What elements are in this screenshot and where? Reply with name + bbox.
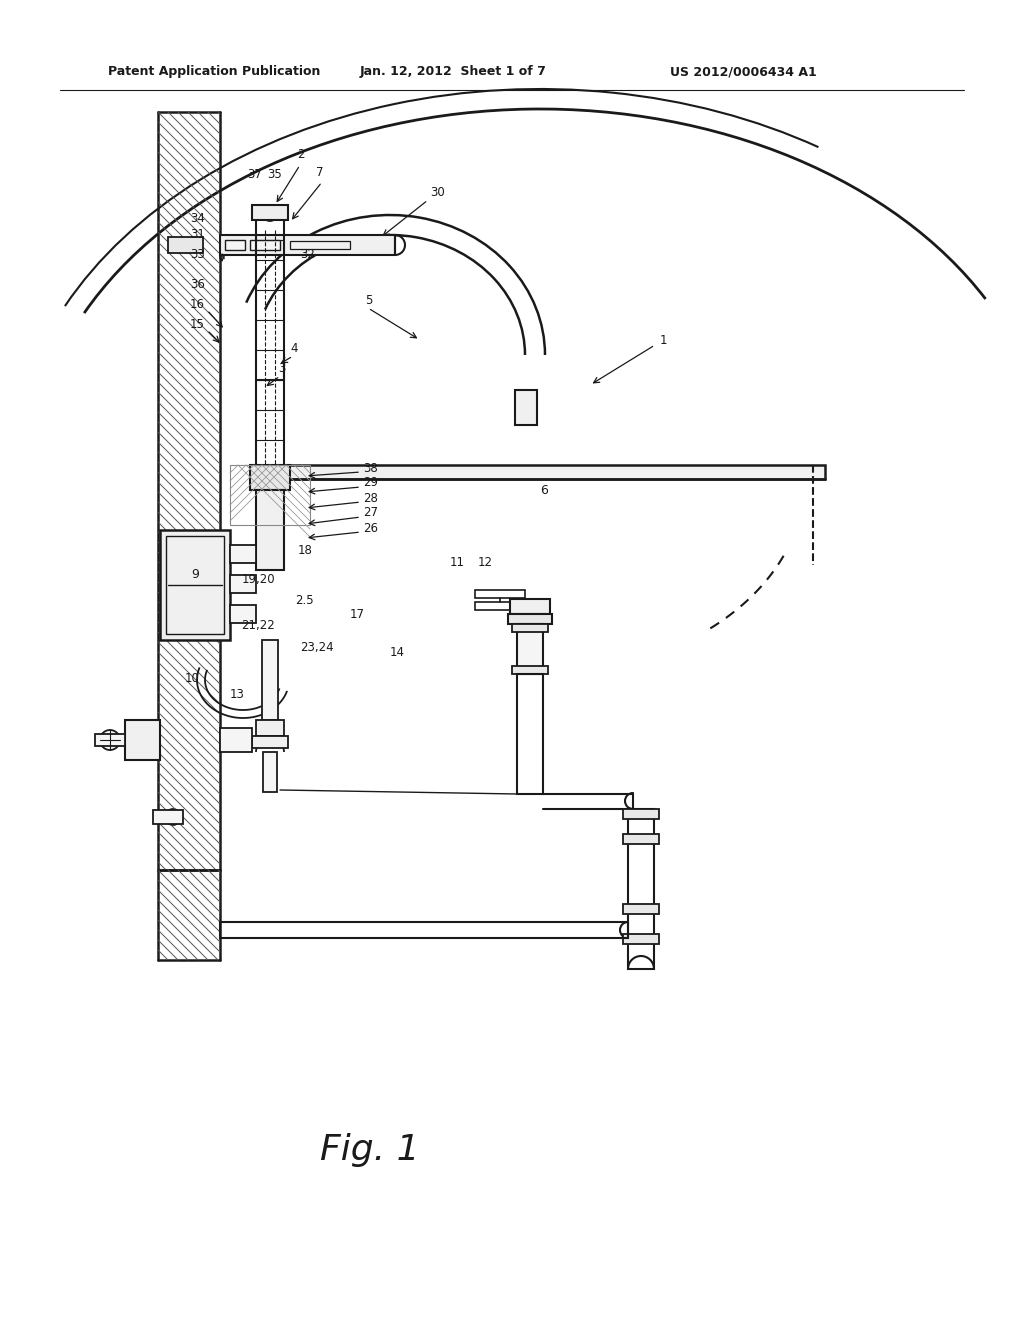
Text: US 2012/0006434 A1: US 2012/0006434 A1 [670,66,817,78]
Text: 5: 5 [365,293,373,306]
Bar [153,810,183,824]
Bar [623,809,659,818]
Text: Fig. 1: Fig. 1 [321,1133,420,1167]
Text: 4: 4 [290,342,298,355]
Bar [250,240,280,249]
Text: 38: 38 [362,462,378,474]
Bar [517,675,543,795]
Text: 18: 18 [298,544,313,557]
Text: 21,22: 21,22 [242,619,275,631]
Circle shape [165,809,181,825]
Bar [220,729,252,752]
Bar [220,235,395,255]
Text: Patent Application Publication: Patent Application Publication [108,66,321,78]
Text: 23,24: 23,24 [300,642,334,655]
Text: 31: 31 [190,228,205,242]
Text: 3: 3 [278,362,286,375]
Text: 16: 16 [190,298,205,312]
Bar [510,599,550,614]
Bar [230,605,256,623]
Bar [512,624,548,632]
Bar [125,719,160,760]
Bar [262,640,278,719]
Bar [628,809,654,969]
Text: 2.5: 2.5 [295,594,313,606]
Bar [256,490,284,570]
Bar [512,667,548,675]
Text: 26: 26 [362,521,378,535]
Text: 1: 1 [660,334,668,346]
Text: 34: 34 [190,211,205,224]
Text: 17: 17 [350,609,365,622]
Bar [263,752,278,792]
Text: Jan. 12, 2012  Sheet 1 of 7: Jan. 12, 2012 Sheet 1 of 7 [360,66,547,78]
Bar [225,240,245,249]
Bar [252,737,288,748]
Bar [623,834,659,843]
Bar [168,238,203,253]
Text: 12: 12 [478,556,493,569]
Text: 27: 27 [362,507,378,520]
Text: 14: 14 [390,645,406,659]
Text: 37: 37 [247,169,262,181]
Text: 29: 29 [362,477,378,490]
Text: 33: 33 [190,248,205,261]
Text: 6: 6 [540,483,548,496]
Bar [95,734,125,746]
Bar [623,904,659,913]
Bar [230,465,310,525]
Text: 30: 30 [430,186,444,198]
Bar [252,205,288,220]
Text: 11: 11 [450,556,465,569]
Text: 36: 36 [190,279,205,292]
Text: 13: 13 [230,689,245,701]
Bar [623,935,659,944]
Bar [250,465,825,479]
Circle shape [255,238,269,252]
Bar [517,624,543,675]
Bar [230,576,256,593]
Bar [256,719,284,737]
Circle shape [100,730,120,750]
Text: 19,20: 19,20 [242,573,275,586]
Text: 15: 15 [190,318,205,331]
Bar [290,242,350,249]
Text: 35: 35 [267,169,282,181]
Bar [230,545,256,564]
Bar [475,602,525,610]
Text: 10: 10 [185,672,200,685]
Text: 2: 2 [297,149,304,161]
Bar [250,465,290,490]
Text: 28: 28 [362,491,378,504]
Bar [220,921,628,939]
Circle shape [273,240,283,249]
Bar [515,389,537,425]
Bar [508,614,552,624]
Text: 7: 7 [316,165,324,178]
Circle shape [262,205,278,220]
Bar [166,536,224,634]
Text: 9: 9 [191,569,199,582]
Bar [475,590,525,598]
Bar [160,531,230,640]
Text: 32: 32 [300,248,314,261]
